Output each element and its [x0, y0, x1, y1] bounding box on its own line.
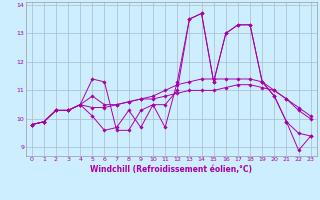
X-axis label: Windchill (Refroidissement éolien,°C): Windchill (Refroidissement éolien,°C) — [90, 165, 252, 174]
